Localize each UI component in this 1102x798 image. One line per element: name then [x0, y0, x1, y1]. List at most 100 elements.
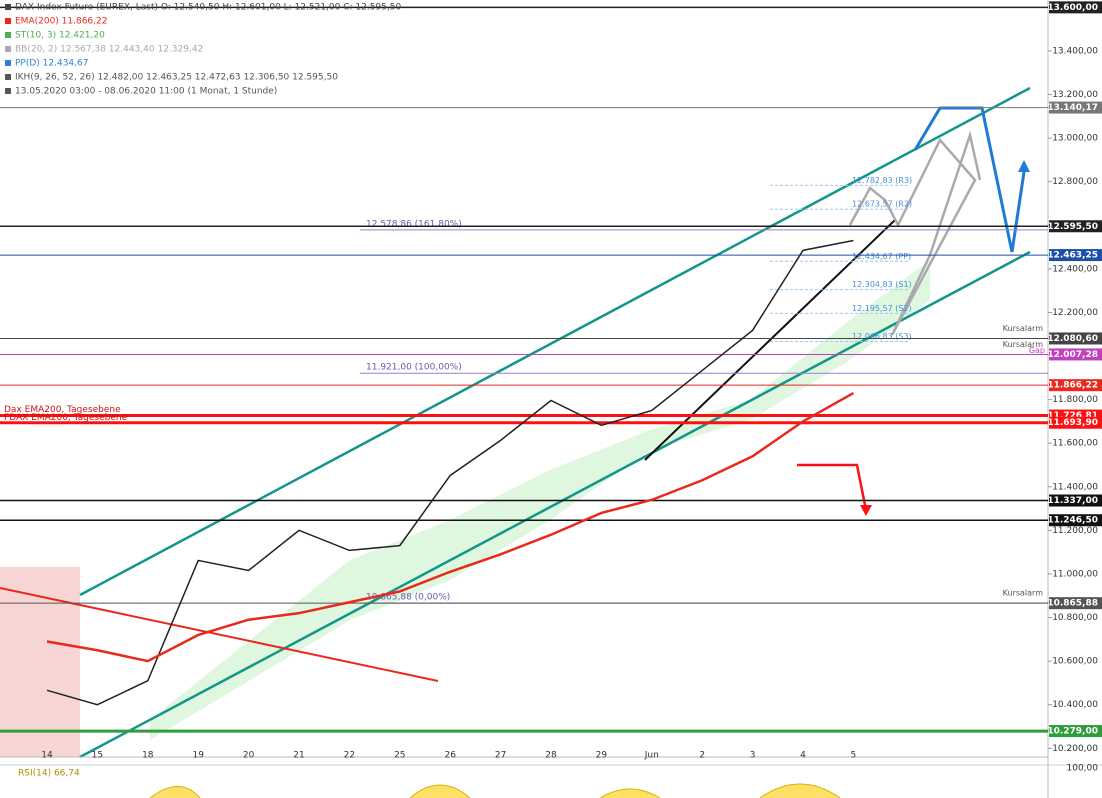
legend-swatch — [5, 18, 11, 24]
y-tick-label: 11.200,00 — [1052, 526, 1098, 536]
fib-label: 11.921,00 (100,00%) — [366, 363, 462, 373]
pivot-label: 12.304,83 (S1) — [852, 280, 912, 289]
y-tick-label: 10.200,00 — [1052, 744, 1098, 754]
legend-swatch — [5, 32, 11, 38]
price-line — [46, 239, 854, 706]
y-tick-label: 13.400,00 — [1052, 46, 1098, 56]
level-label: 12.463,25 — [1047, 251, 1098, 261]
level-box — [1049, 494, 1102, 507]
legend-text: DAX Index Future (EUREX, Last) O: 12.540… — [15, 3, 401, 13]
legend-text: IKH(9, 26, 52, 26) 12.482,00 12.463,25 1… — [15, 73, 338, 83]
x-tick-label: 2 — [699, 751, 705, 761]
y-tick-label: 10.800,00 — [1052, 613, 1098, 623]
fib-label: 10.865,88 (0,00%) — [366, 593, 450, 603]
legend-swatch — [5, 4, 11, 10]
ema-note: Dax EMA200, Tagesebene — [4, 405, 121, 415]
x-tick-label: 18 — [142, 751, 154, 761]
alarm-label: Kursalarm — [1003, 324, 1044, 333]
legend-swatch — [5, 88, 11, 94]
pivot-label: 12.434,67 (PP) — [852, 252, 911, 261]
level-box — [1049, 514, 1102, 527]
ema-line — [46, 391, 855, 663]
pivot-label: 12.673,57 (R2) — [852, 200, 912, 209]
x-tick-label: 5 — [851, 751, 857, 761]
y-tick-label: 11.800,00 — [1052, 395, 1098, 405]
y-tick-label: 10.600,00 — [1052, 657, 1098, 667]
channel-upper — [79, 86, 1031, 597]
rsi-label: RSI(14) 66,74 — [18, 769, 80, 779]
rsi-tick: 100,00 — [1067, 764, 1099, 774]
alarm-label: Kursalarm — [1003, 589, 1044, 598]
channel-lower — [79, 250, 1031, 759]
y-tick-label: 11.000,00 — [1052, 569, 1098, 579]
arrow-head — [860, 505, 872, 516]
x-tick-label: 20 — [243, 751, 255, 761]
x-tick-label: 27 — [495, 751, 506, 761]
level-box — [1049, 597, 1102, 610]
level-label: 11.337,00 — [1047, 496, 1098, 506]
level-box — [1049, 725, 1102, 738]
x-tick-label: 4 — [800, 751, 806, 761]
level-label: 13.140,17 — [1047, 103, 1098, 113]
level-label: 13.600,00 — [1047, 3, 1098, 13]
scenario-arrow — [848, 130, 982, 336]
y-tick-label: 12.200,00 — [1052, 308, 1098, 318]
level-label: 11.866,22 — [1047, 381, 1098, 391]
level-label: 12.595,50 — [1047, 222, 1098, 232]
scenario-arrow — [797, 463, 868, 511]
x-tick-label: 19 — [192, 751, 204, 761]
level-box — [1049, 348, 1102, 361]
pivot-label: 12.195,57 (S2) — [852, 304, 912, 313]
x-tick-label: Jun — [644, 751, 659, 761]
legend-text: 13.05.2020 03:00 - 08.06.2020 11:00 (1 M… — [15, 87, 277, 97]
arrow-head — [1018, 160, 1030, 172]
level-box — [1049, 379, 1102, 392]
x-tick-label: 15 — [92, 751, 103, 761]
level-box — [1049, 249, 1102, 262]
y-tick-label: 11.600,00 — [1052, 439, 1098, 449]
y-tick-label: 11.400,00 — [1052, 482, 1098, 492]
legend-text: ST(10, 3) 12.421,20 — [15, 31, 105, 41]
y-tick-label: 13.000,00 — [1052, 134, 1098, 144]
legend-text: EMA(200) 11.866,22 — [15, 17, 107, 27]
level-label: 10.279,00 — [1047, 727, 1098, 737]
level-box — [1049, 1, 1102, 14]
shaded-zone — [0, 567, 80, 757]
gap-label: Gap — [1029, 346, 1045, 355]
legend-text: PP(D) 12.434,67 — [15, 59, 88, 69]
pivot-label: 12.782,83 (R3) — [852, 176, 912, 185]
level-box — [1049, 220, 1102, 233]
legend-swatch — [5, 74, 11, 80]
fib-label: 12.578,86 (161,80%) — [366, 219, 462, 229]
pivot-label: 12.066,83 (S3) — [852, 332, 912, 341]
x-tick-label: 26 — [444, 751, 456, 761]
level-label: 11.726,81 — [1047, 411, 1098, 421]
level-label: 10.865,88 — [1047, 599, 1098, 609]
x-tick-label: 29 — [596, 751, 608, 761]
y-tick-label: 10.400,00 — [1052, 700, 1098, 710]
level-label: 12.080,60 — [1047, 334, 1098, 344]
level-label: 11.246,50 — [1047, 516, 1098, 526]
x-tick-label: 28 — [545, 751, 557, 761]
level-label: 11.693,90 — [1047, 418, 1098, 428]
x-tick-label: 3 — [750, 751, 756, 761]
trend-line — [644, 219, 896, 461]
level-box — [1049, 416, 1102, 429]
rsi-area — [149, 783, 841, 798]
y-tick-label: 13.200,00 — [1052, 90, 1098, 100]
ema-note: FDAX EMA200, Tagesebene — [4, 413, 128, 423]
level-box — [1049, 101, 1102, 114]
y-tick-label: 12.400,00 — [1052, 264, 1098, 274]
x-tick-label: 21 — [293, 751, 304, 761]
x-tick-label: 22 — [344, 751, 355, 761]
x-tick-label: 14 — [41, 751, 53, 761]
legend-text: BB(20, 2) 12.567,38 12.443,40 12.329,42 — [15, 45, 203, 55]
level-box — [1049, 332, 1102, 345]
legend-swatch — [5, 46, 11, 52]
x-tick-label: 25 — [394, 751, 405, 761]
legend-swatch — [5, 60, 11, 66]
alarm-label: Kursalarm — [1003, 340, 1044, 349]
scenario-arrow — [1010, 171, 1026, 253]
y-tick-label: 12.800,00 — [1052, 177, 1098, 187]
